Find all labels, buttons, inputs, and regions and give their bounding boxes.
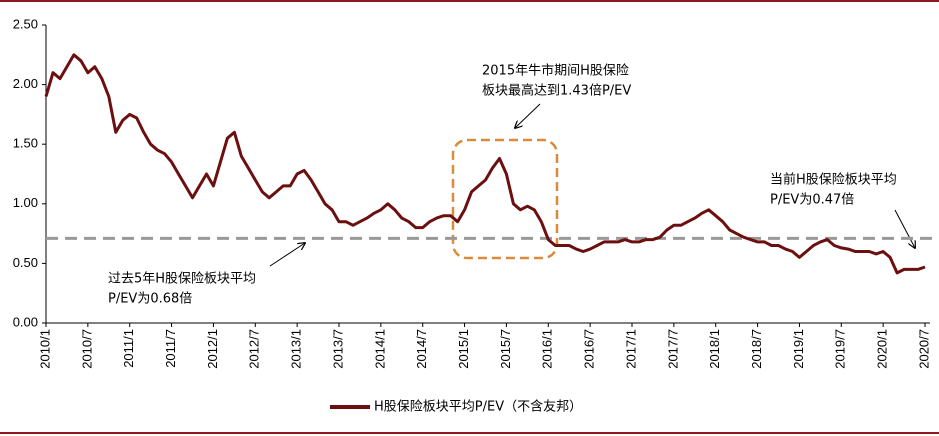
x-tick-label: 2011/1: [121, 329, 136, 368]
legend-label: H股保险板块平均P/EV（不含友邦）: [374, 399, 582, 415]
arrow: [515, 103, 541, 128]
x-tick-label: 2020/1: [875, 329, 890, 369]
annotation: 过去5年H股保险板块平均: [108, 272, 256, 287]
y-tick-label: 1.50: [13, 136, 38, 151]
x-tick-label: 2018/7: [749, 329, 764, 369]
x-tick-label: 2016/7: [582, 329, 597, 369]
x-tick-label: 2014/7: [414, 329, 429, 369]
x-tick-label: 2010/7: [79, 329, 94, 369]
y-tick-label: 2.00: [13, 76, 38, 91]
x-tick-label: 2017/7: [665, 329, 680, 369]
annotation: 当前H股保险板块平均: [770, 172, 897, 188]
x-tick-label: 2020/7: [916, 329, 931, 369]
annotation: 2015年牛市期间H股保险: [482, 63, 629, 79]
x-tick-label: 2018/1: [707, 329, 722, 369]
annotation: P/EV为0.47倍: [770, 193, 854, 208]
x-tick-label: 2017/1: [623, 329, 638, 369]
annotation: P/EV为0.68倍: [108, 292, 192, 307]
x-tick-label: 2015/7: [498, 329, 513, 369]
y-tick-label: 1.00: [13, 195, 38, 210]
x-tick-label: 2019/1: [791, 329, 806, 369]
x-tick-label: 2010/1: [37, 329, 52, 369]
x-tick-label: 2012/1: [205, 329, 220, 369]
annotation: 板块最高达到1.43倍P/EV: [482, 83, 631, 99]
x-tick-label: 2014/1: [372, 329, 387, 369]
x-tick-label: 2011/7: [163, 329, 178, 368]
highlight-box: [451, 138, 559, 260]
x-tick-label: 2013/1: [289, 329, 304, 369]
x-tick-label: 2015/1: [456, 329, 471, 369]
x-tick-label: 2019/7: [833, 329, 848, 369]
y-tick-label: 0.50: [13, 255, 38, 270]
series-line: [44, 53, 926, 275]
y-tick-label: 0.00: [13, 314, 38, 329]
x-tick-label: 2016/1: [540, 329, 555, 369]
x-tick-label: 2012/7: [247, 329, 262, 369]
y-tick-label: 2.50: [13, 16, 38, 31]
x-tick-label: 2013/7: [330, 329, 345, 369]
arrow: [894, 209, 915, 248]
arrow: [269, 243, 305, 267]
